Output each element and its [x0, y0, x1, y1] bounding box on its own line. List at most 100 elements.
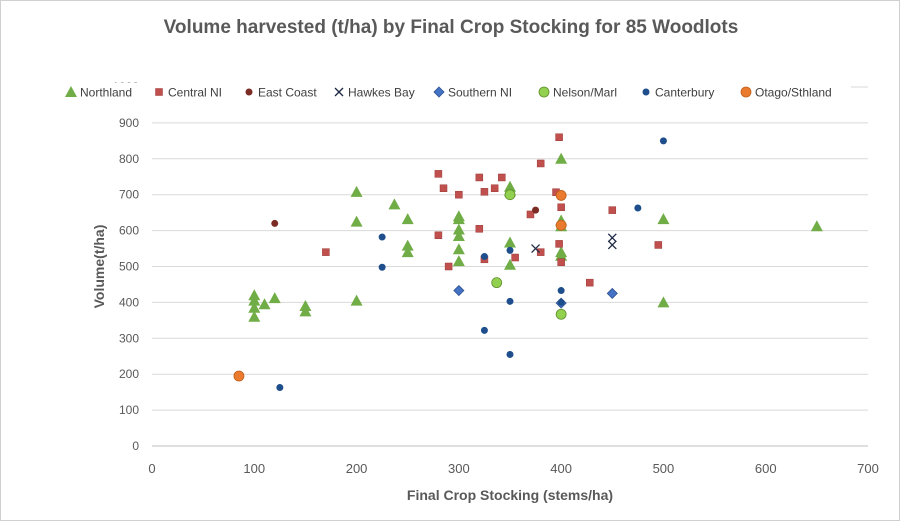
- point-central-ni: [557, 258, 565, 266]
- point-northland: [258, 298, 271, 310]
- point-northland: [555, 249, 568, 261]
- point-northland: [657, 213, 670, 225]
- x-tick-label: 200: [346, 461, 368, 476]
- point-canterbury: [506, 246, 514, 254]
- x-stroke: [607, 233, 617, 243]
- chart-title: Volume harvested (t/ha) by Final Crop St…: [164, 17, 739, 38]
- point-canterbury: [634, 204, 642, 212]
- legend-marker-central-ni: [155, 88, 163, 96]
- y-tick-label: 500: [119, 260, 139, 274]
- legend-label-southern-ni: Southern NI: [448, 86, 512, 100]
- x-axis-ticks: 0 100 200 300 400 500 600 700: [148, 461, 878, 476]
- legend-marker-southern-ni: [433, 86, 445, 98]
- point-northland: [268, 292, 281, 304]
- x-axis-label: Final Crop Stocking (stems/ha): [407, 487, 613, 503]
- point-central-ni: [511, 253, 519, 262]
- point-hawkes-bay: [607, 240, 617, 250]
- point-canterbury: [557, 287, 565, 295]
- point-central-ni: [526, 210, 535, 219]
- point-canterbury: [557, 298, 565, 306]
- x-tick-label: 500: [653, 461, 675, 476]
- point-nelson-marl: [555, 308, 567, 320]
- point-northland: [299, 305, 312, 317]
- point-central-ni: [654, 241, 663, 249]
- point-central-ni: [480, 188, 489, 196]
- legend-label-hawkes-bay: Hawkes Bay: [348, 86, 415, 100]
- point-hawkes-bay: [531, 244, 541, 254]
- point-northland: [350, 185, 363, 197]
- point-northland: [555, 152, 568, 164]
- y-tick-label: 300: [119, 331, 139, 345]
- point-southern-ni: [606, 287, 618, 299]
- legend-label-nelson-marl: Nelson/Marl: [553, 86, 617, 100]
- point-northland: [452, 243, 465, 255]
- point-central-ni: [475, 173, 484, 182]
- point-northland: [810, 220, 823, 232]
- point-central-ni: [555, 133, 563, 142]
- point-nelson-marl: [504, 189, 516, 201]
- legend-label-canterbury: Canterbury: [655, 86, 714, 100]
- x-tick-label: 300: [448, 461, 470, 476]
- point-otago-sthland: [233, 370, 245, 382]
- point-central-ni: [475, 225, 484, 233]
- point-central-ni: [586, 278, 594, 287]
- point-northland: [452, 223, 465, 235]
- point-central-ni: [536, 159, 545, 168]
- legend-marker-northland: [65, 86, 77, 97]
- legend-background: [61, 83, 851, 101]
- point-central-ni: [455, 190, 463, 199]
- point-central-ni: [498, 173, 506, 182]
- point-canterbury: [480, 252, 488, 260]
- legend-marker-otago-sthland: [740, 86, 752, 98]
- point-nelson-marl: [491, 277, 503, 289]
- legend-marker-nelson-marl: [538, 86, 550, 98]
- point-otago-sthland: [555, 190, 567, 201]
- point-east-coast: [532, 206, 540, 214]
- x-tick-label: 400: [550, 461, 572, 476]
- point-central-ni: [322, 248, 330, 256]
- point-central-ni: [434, 170, 443, 178]
- y-axis-label: Volume(t/ha): [91, 225, 107, 309]
- point-northland: [504, 258, 516, 270]
- point-northland: [452, 255, 465, 267]
- point-canterbury: [480, 326, 488, 334]
- point-northland: [248, 294, 261, 306]
- legend-label-east-coast: East Coast: [258, 86, 317, 100]
- y-tick-label: 200: [119, 367, 139, 381]
- point-canterbury: [276, 383, 284, 391]
- point-central-ni: [434, 231, 443, 240]
- legend-label-northland: Northland: [80, 86, 132, 100]
- y-tick-label: 700: [119, 188, 139, 202]
- point-northland: [350, 215, 363, 227]
- x-tick-label: 0: [148, 461, 155, 476]
- point-northland: [388, 198, 401, 210]
- point-southern-ni: [453, 284, 465, 297]
- point-canterbury: [378, 233, 386, 241]
- point-central-ni: [439, 184, 448, 192]
- point-canterbury: [506, 350, 514, 358]
- point-hawkes-bay: [607, 233, 617, 243]
- legend: Northland Central NI East Coast Hawkes Bay S…: [65, 86, 832, 100]
- x-stroke: [607, 240, 617, 250]
- y-axis-ticks: 01002003004005006007008009001000: [112, 80, 139, 453]
- point-central-ni: [444, 262, 453, 271]
- legend-marker-canterbury: [642, 88, 650, 96]
- point-central-ni: [608, 206, 617, 214]
- point-northland: [401, 239, 414, 251]
- point-northland: [452, 229, 465, 241]
- legend-marker-hawkes-bay: [334, 87, 344, 97]
- point-central-ni: [557, 203, 565, 212]
- point-northland: [350, 294, 363, 306]
- x-stroke: [334, 87, 344, 97]
- point-northland: [248, 310, 261, 322]
- point-central-ni: [555, 240, 563, 248]
- point-northland: [452, 213, 465, 225]
- y-tick-label: 600: [119, 224, 139, 238]
- point-northland: [657, 296, 670, 308]
- point-central-ni: [536, 248, 545, 256]
- data-points: [233, 133, 823, 391]
- legend-label-central-ni: Central NI: [168, 86, 222, 100]
- x-stroke: [531, 244, 541, 254]
